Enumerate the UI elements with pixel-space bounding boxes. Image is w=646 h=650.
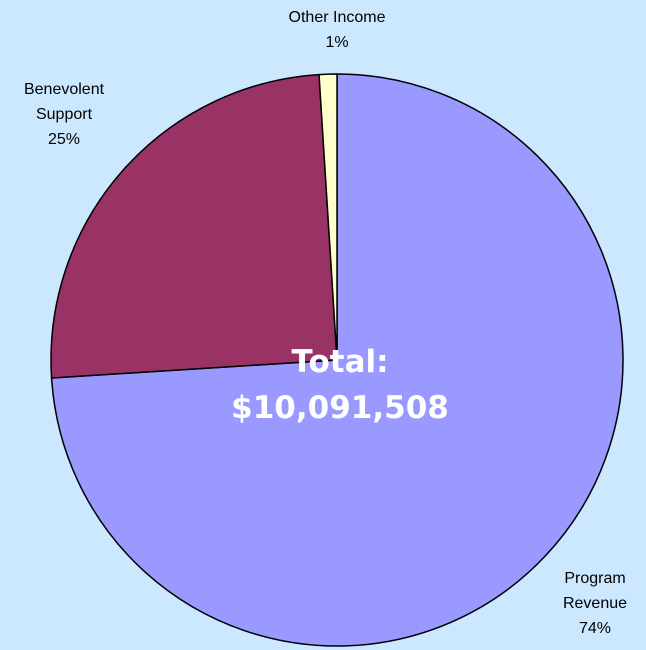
label-other-income-percent: 1% (325, 34, 349, 51)
total-amount: $10,091,508 (231, 390, 449, 426)
pie-slice-other-income (318, 73, 338, 361)
label-program-revenue-percent: 74% (578, 620, 612, 637)
label-program-revenue: Program Revenue 74% (545, 566, 645, 641)
pie-slice-benevolent-support (50, 73, 338, 379)
label-benevolent-support-name-line1: Benevolent (23, 81, 105, 98)
label-other-income-name: Other Income (288, 9, 386, 26)
total-label: Total: (291, 344, 389, 380)
label-benevolent-support-percent: 25% (47, 131, 81, 148)
label-benevolent-support-name-line2: Support (35, 106, 93, 123)
label-program-revenue-name-line1: Program (564, 570, 626, 587)
label-other-income: Other Income 1% (262, 5, 412, 55)
label-benevolent-support: Benevolent Support 25% (0, 77, 128, 152)
label-program-revenue-name-line2: Revenue (562, 595, 628, 612)
